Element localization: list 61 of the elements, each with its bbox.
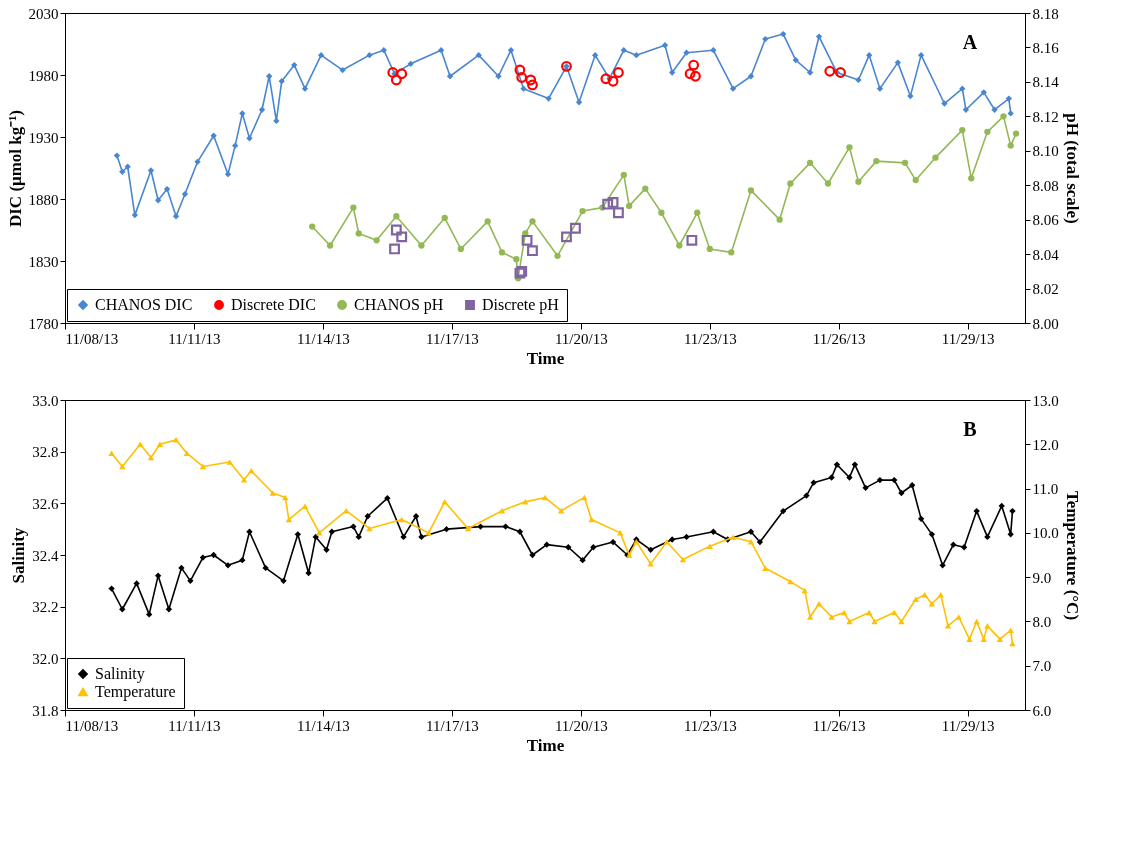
y2-tick-label: 8.00: [1032, 315, 1059, 332]
x-tick-label: 11/20/13: [554, 717, 608, 734]
y-tick-label: 2030: [28, 5, 59, 22]
y2-tick-label: 9.0: [1032, 569, 1052, 586]
x-tick-label: 11/17/13: [425, 717, 479, 734]
y-tick-label: 1980: [28, 67, 59, 84]
x-tick-label: 11/23/13: [683, 330, 737, 347]
x-tick-label: 11/29/13: [941, 717, 995, 734]
legend-label: Discrete DIC: [231, 296, 316, 313]
y-tick-label: 33.0: [32, 392, 59, 409]
x-tick-label: 11/20/13: [554, 330, 608, 347]
y2-tick-label: 10.0: [1032, 525, 1059, 542]
y2-tick-label: 6.0: [1032, 702, 1052, 719]
y2-tick-label: 8.06: [1032, 212, 1060, 229]
y-tick-label: 1880: [28, 191, 59, 208]
x-tick-label: 11/26/13: [812, 717, 866, 734]
y-tick-label: 32.6: [32, 495, 59, 512]
x-tick-label: 11/14/13: [297, 330, 350, 347]
x-tick-label: 11/14/13: [297, 717, 350, 734]
y2-tick-label: 7.0: [1032, 658, 1052, 675]
y-tick-label: 1780: [28, 315, 59, 332]
x-tick-label: 11/08/13: [65, 330, 119, 347]
annotation: A: [962, 31, 978, 53]
y2-tick-label: 8.08: [1032, 177, 1059, 194]
annotation: B: [963, 418, 977, 440]
y-tick-label: 32.2: [32, 599, 59, 616]
x-tick-label: 11/17/13: [425, 330, 479, 347]
y-tick-label: 32.4: [32, 547, 59, 564]
x-tick-label: 11/11/13: [168, 330, 221, 347]
y-tick-label: 1830: [28, 253, 59, 270]
y2-tick-label: 13.0: [1032, 392, 1059, 409]
y2-tick-label: 8.02: [1032, 281, 1059, 298]
y2-tick-label: 8.16: [1032, 39, 1060, 56]
y2-tick-label: 8.10: [1032, 143, 1059, 160]
legend-label: Salinity: [95, 665, 145, 683]
y2-tick-label: 12.0: [1032, 436, 1059, 453]
y2-tick-label: 11.0: [1032, 481, 1059, 498]
y2-axis-title: Temperature (°C): [1062, 490, 1082, 621]
y-tick-label: 32.0: [32, 650, 59, 667]
x-axis-title: Time: [526, 348, 565, 368]
x-tick-label: 11/08/13: [65, 717, 119, 734]
y2-tick-label: 8.04: [1032, 246, 1060, 263]
y-axis-title: DIC (μmol kg⁻¹): [5, 109, 25, 228]
y2-tick-label: 8.18: [1032, 5, 1059, 22]
y-tick-label: 32.8: [32, 444, 59, 461]
y2-axis-title: pH (total scale): [1062, 113, 1082, 224]
y-axis-title: Salinity: [9, 527, 29, 584]
y2-tick-label: 8.12: [1032, 108, 1059, 125]
x-tick-label: 11/23/13: [683, 717, 737, 734]
legend-label: Discrete pH: [482, 296, 560, 314]
legend-label: CHANOS pH: [354, 296, 444, 314]
y-tick-label: 1930: [28, 129, 59, 146]
legend-label: CHANOS DIC: [95, 296, 193, 313]
y-tick-label: 31.8: [32, 702, 59, 719]
y2-tick-label: 8.0: [1032, 613, 1052, 630]
y2-tick-label: 8.14: [1032, 74, 1060, 91]
legend-label: Temperature: [95, 683, 176, 701]
x-tick-label: 11/26/13: [812, 330, 866, 347]
x-tick-label: 11/29/13: [941, 330, 995, 347]
x-tick-label: 11/11/13: [168, 717, 221, 734]
x-axis-title: Time: [526, 735, 565, 755]
